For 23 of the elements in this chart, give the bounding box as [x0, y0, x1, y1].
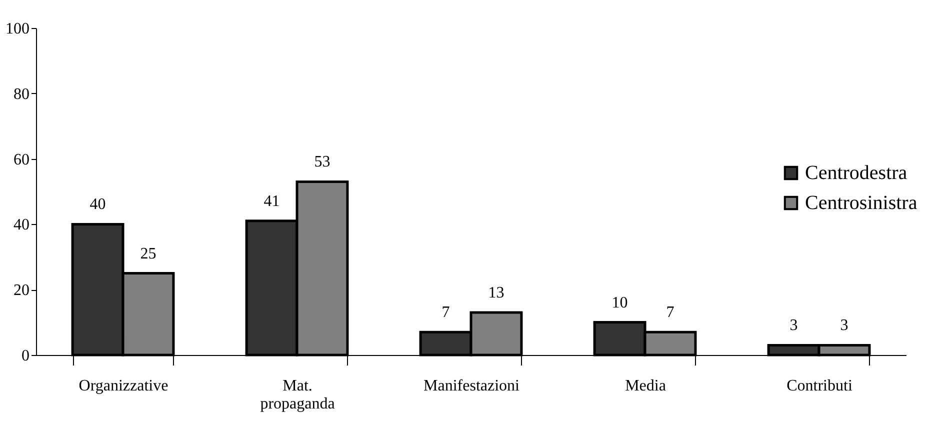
data-label: 40 [90, 196, 106, 214]
data-label: 53 [314, 154, 330, 171]
data-label: 3 [790, 317, 798, 334]
x-tick-label: Manifestazioni [424, 378, 520, 394]
x-tick-label: Mat. propaganda [260, 378, 335, 412]
data-label: 10 [612, 294, 628, 312]
y-tick-label: 0 [22, 348, 30, 364]
x-tick-label: Organizzative [78, 378, 168, 394]
data-label: 3 [840, 317, 848, 334]
y-tick-label: 60 [14, 151, 30, 168]
data-label: 7 [666, 304, 674, 322]
y-tick-label: 20 [14, 282, 30, 300]
legend-label: Centrosinistra [805, 192, 918, 214]
legend-label: Centrodestra [805, 162, 908, 184]
y-tick-label: 100 [6, 20, 30, 38]
data-label: 13 [488, 284, 504, 302]
x-tick-label: Contributi [786, 378, 853, 394]
x-tick-label: Media [625, 378, 666, 394]
data-label: 25 [140, 245, 156, 262]
data-label: 7 [442, 304, 450, 322]
y-tick-label: 40 [14, 216, 30, 234]
y-tick-label: 80 [14, 86, 30, 103]
data-label: 41 [264, 192, 280, 210]
